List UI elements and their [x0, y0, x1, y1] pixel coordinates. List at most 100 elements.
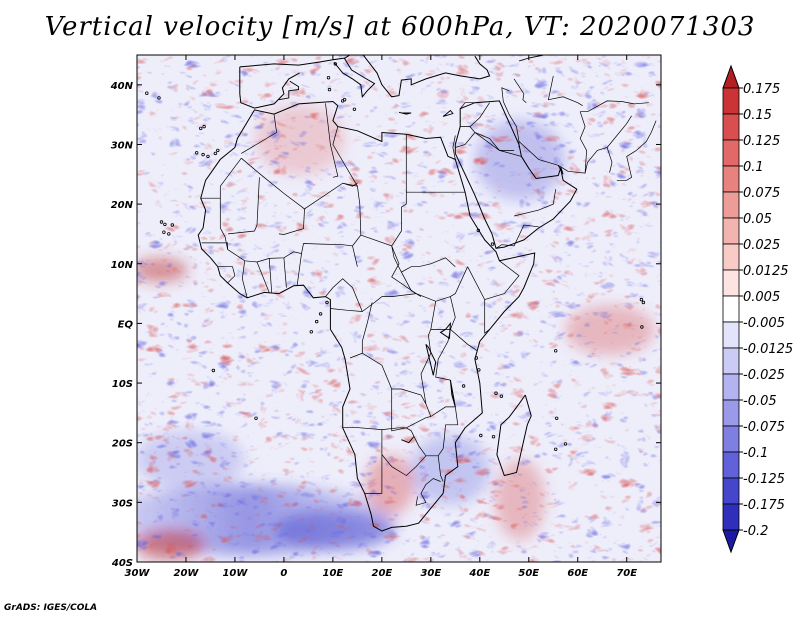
colorbar-label: 0.005	[743, 290, 780, 305]
colorbar-label: 0.175	[743, 82, 780, 97]
colorbar-bin	[722, 503, 740, 531]
coastline-segment	[278, 80, 300, 101]
island	[641, 300, 646, 305]
island	[194, 151, 199, 155]
country-border	[200, 157, 242, 199]
colorbar-bin	[722, 191, 740, 219]
lon-tick-label: 10E	[323, 568, 344, 579]
island	[499, 394, 504, 398]
island	[326, 75, 331, 80]
colorbar-bin	[722, 399, 740, 427]
colorbar-label: 0.05	[743, 212, 772, 227]
madagascar-coastline	[496, 394, 532, 477]
lake-outline	[425, 343, 437, 376]
island	[198, 126, 203, 131]
country-border	[452, 135, 456, 160]
country-border	[228, 177, 260, 235]
colorbar-bin	[722, 87, 740, 115]
colorbar-bin	[722, 321, 740, 349]
country-border	[484, 299, 490, 334]
island	[479, 433, 483, 438]
island	[461, 384, 466, 388]
country-border	[278, 208, 305, 235]
country-border	[391, 245, 456, 273]
country-border	[606, 147, 613, 173]
lat-tick-label: 20S	[112, 439, 133, 450]
country-border	[296, 253, 302, 286]
colorbar: 0.175 0.15 0.125 0.1 0.075 0.05 0.025 0.0125 0.0…	[722, 64, 793, 554]
island	[254, 416, 258, 420]
lon-tick-label: 30W	[125, 568, 151, 579]
iberia-coastline	[239, 66, 300, 109]
island	[554, 447, 558, 451]
country-border	[547, 75, 583, 106]
country-border	[241, 114, 277, 154]
coastline-segment	[557, 165, 564, 175]
italy-coastline	[333, 57, 376, 99]
country-border	[467, 260, 520, 301]
country-border	[425, 403, 459, 426]
lat-tick-label: 40S	[111, 558, 133, 569]
country-border	[459, 102, 475, 109]
coastline-segment	[401, 436, 415, 444]
lon-tick-label: 20W	[173, 568, 199, 579]
country-border	[495, 224, 539, 249]
island	[315, 319, 319, 324]
island	[318, 312, 323, 316]
island	[342, 97, 347, 102]
island	[327, 87, 332, 92]
colorbar-bin	[722, 347, 740, 375]
island	[640, 325, 644, 329]
credit-label: GrADS: IGES/COLA	[4, 603, 98, 613]
island	[555, 416, 559, 420]
country-border	[391, 134, 407, 247]
country-border	[325, 278, 417, 313]
lat-tick-label: 10S	[112, 379, 133, 390]
country-border	[580, 100, 649, 113]
europe-coastline	[239, 55, 491, 98]
lon-axis: 30W 20W 10W 0 10E 20E 30E 40E 50E 60E 70E	[125, 55, 637, 579]
colorbar-label: -0.075	[743, 420, 785, 435]
country-border	[437, 455, 444, 482]
colorbar-bin	[722, 295, 740, 323]
geography-layer	[145, 55, 657, 532]
country-border	[501, 87, 510, 102]
lon-tick-label: 40E	[468, 568, 490, 579]
colorbar-min-triangle	[722, 529, 740, 554]
colorbar-label: -0.125	[743, 472, 785, 487]
coastline-segment	[398, 111, 412, 115]
island	[206, 154, 210, 159]
country-border	[474, 132, 530, 169]
colorbar-bin	[722, 477, 740, 505]
lon-tick-label: 20E	[371, 568, 392, 579]
colorbar-label: 0.15	[743, 108, 772, 123]
island	[167, 232, 171, 236]
island	[216, 148, 220, 153]
colorbar-bin	[722, 165, 740, 193]
coastline-segment	[442, 109, 454, 117]
colorbar-label: 0.1	[743, 160, 764, 175]
map-frame: 30W 20W 10W 0 10E 20E 30E 40E 50E 60E 70E 40N 30N 20…	[110, 54, 662, 579]
country-border	[283, 257, 287, 288]
country-border	[391, 389, 431, 432]
colorbar-bin	[722, 373, 740, 401]
island	[162, 230, 166, 234]
velocity-field-texture	[137, 55, 661, 562]
country-border	[502, 101, 520, 148]
colorbar-label: -0.2	[743, 524, 768, 539]
country-border	[616, 120, 657, 181]
lat-tick-label: 40N	[110, 81, 134, 92]
colorbar-bin	[722, 451, 740, 479]
country-border	[349, 302, 373, 359]
island	[352, 107, 357, 111]
colorbar-label: -0.05	[743, 394, 777, 409]
island	[170, 223, 174, 227]
country-border	[332, 126, 358, 187]
colorbar-bin	[722, 113, 740, 141]
country-border	[227, 243, 358, 267]
island	[554, 349, 558, 353]
island	[202, 124, 206, 129]
country-border	[469, 102, 490, 127]
lat-tick-label: 20N	[111, 200, 134, 211]
